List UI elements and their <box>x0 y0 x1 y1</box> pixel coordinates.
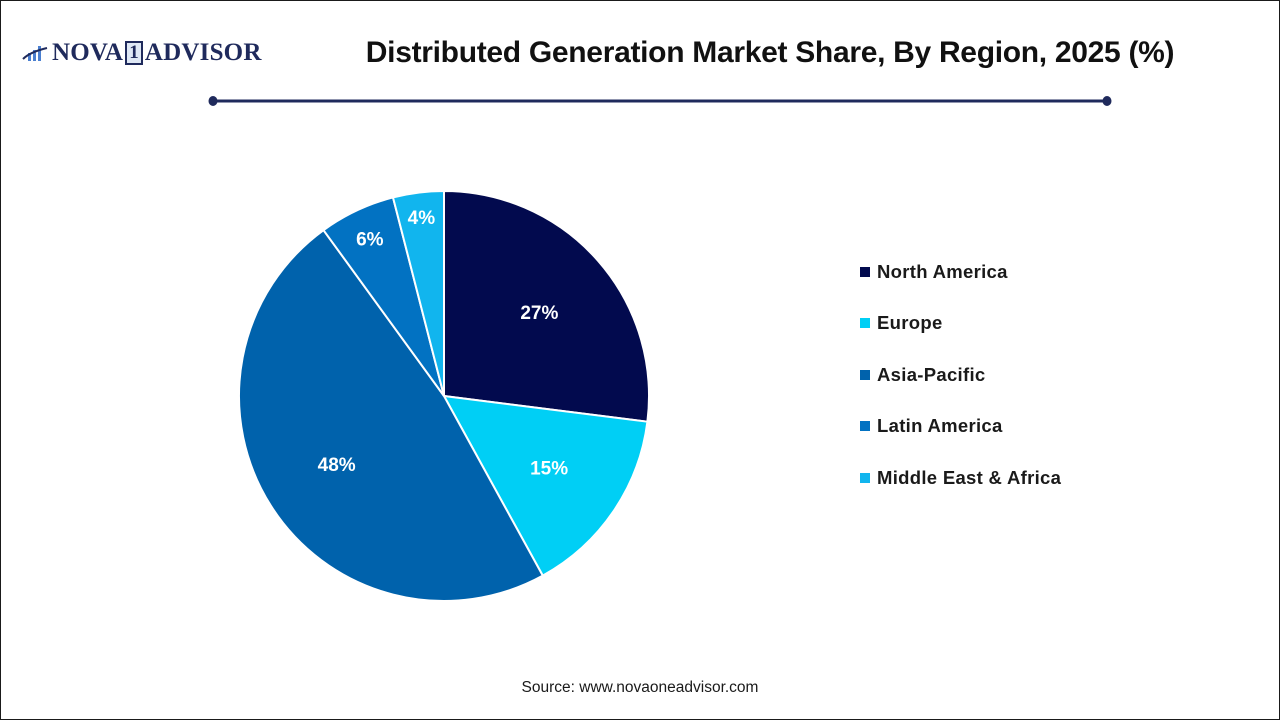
legend-item-latin-america: Latin America <box>860 414 1061 439</box>
legend-label: North America <box>877 260 1008 282</box>
legend-label: Latin America <box>877 415 1003 436</box>
legend-item-middle-east-africa: Middle East & Africa <box>860 465 1061 490</box>
logo-text-one: 1 <box>125 41 143 65</box>
legend-item-asia-pacific: Asia-Pacific <box>860 362 1061 387</box>
slice-label-latin-america: 6% <box>356 229 384 250</box>
logo-wordmark: NOVA 1 ADVISOR <box>52 39 262 67</box>
slice-label-asia-pacific: 48% <box>318 455 356 476</box>
pie-slice-asia-pacific <box>238 228 545 602</box>
legend-swatch <box>860 266 870 277</box>
logo: NOVA 1 ADVISOR <box>22 38 262 68</box>
legend-label: Europe <box>877 312 943 333</box>
pie-slice-middle-east-africa <box>391 189 445 397</box>
legend-swatch <box>860 472 870 483</box>
legend-item-north-america: North America <box>860 259 1061 284</box>
legend: North America Europe Asia-Pacific Latin … <box>860 259 1061 517</box>
logo-text-advisor: ADVISOR <box>144 39 262 66</box>
chart-title: Distributed Generation Market Share, By … <box>365 36 1175 69</box>
bar-chart-swoosh-icon <box>22 46 48 61</box>
logo-text-nova: NOVA <box>52 39 124 66</box>
slice-label-middle-east-africa: 4% <box>408 208 436 229</box>
legend-item-europe: Europe <box>860 311 1061 336</box>
legend-label: Asia-Pacific <box>877 363 986 385</box>
pie-slice-europe <box>442 394 649 578</box>
slice-label-north-america: 27% <box>520 303 558 324</box>
legend-swatch <box>860 421 870 431</box>
slice-label-europe: 15% <box>530 458 568 479</box>
title-divider <box>208 96 1112 106</box>
legend-label: Middle East & Africa <box>877 466 1062 488</box>
legend-swatch <box>860 318 870 328</box>
source-note: Source: www.novaoneadvisor.com <box>521 679 759 696</box>
legend-swatch <box>860 369 870 380</box>
pie-slice-north-america <box>443 189 650 423</box>
